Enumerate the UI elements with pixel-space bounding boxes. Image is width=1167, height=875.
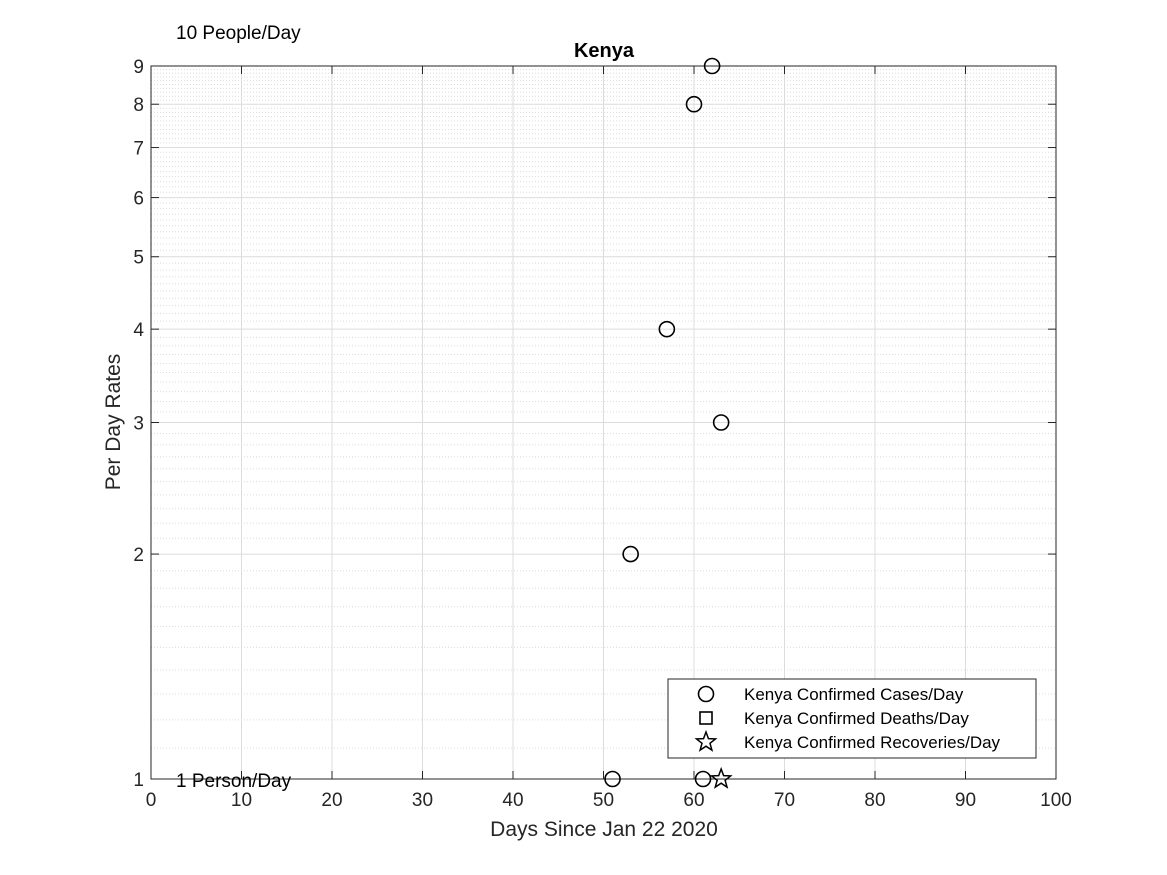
data-point-series-0	[658, 320, 676, 338]
data-point-series-0	[622, 545, 639, 563]
data-point-series-0	[694, 770, 712, 788]
y-tick-label: 6	[133, 189, 144, 210]
x-tick-label: 20	[321, 790, 342, 811]
data-point-series-0	[703, 57, 721, 75]
y-tick-label: 7	[133, 139, 144, 160]
x-tick-label: 10	[231, 790, 252, 811]
legend-label: Kenya Confirmed Cases/Day	[744, 685, 964, 704]
x-tick-label: 30	[412, 790, 433, 811]
x-tick-label: 40	[502, 790, 523, 811]
y-tick-label: 8	[133, 95, 144, 116]
data-point-series-0	[712, 414, 730, 431]
data-point-series-0	[685, 95, 703, 113]
y-tick-label: 5	[133, 248, 144, 269]
y-tick-label: 1	[133, 770, 144, 791]
x-tick-label: 0	[146, 790, 157, 811]
legend: Kenya Confirmed Cases/Day Kenya Confirmed…	[667, 678, 1037, 759]
x-tick-label: 90	[955, 790, 976, 811]
grid	[150, 65, 1057, 780]
y-axis-label: Per Day Rates	[102, 354, 125, 491]
x-tick-label: 60	[683, 790, 704, 811]
legend-box	[667, 678, 1037, 759]
y-tick-label: 2	[133, 545, 144, 566]
data-marks	[604, 57, 733, 789]
chart-title: Kenya	[574, 40, 635, 62]
data-point-series-0	[604, 770, 621, 788]
annotation-top: 10 People/Day	[176, 23, 301, 44]
legend-marker-star	[694, 729, 718, 752]
x-tick-label: 80	[864, 790, 885, 811]
x-tick-label: 50	[593, 790, 614, 811]
x-tick-label: 100	[1040, 790, 1072, 811]
legend-marker-circle	[697, 685, 715, 703]
x-tick-label: 70	[774, 790, 795, 811]
annotation-bottom: 1 Person/Day	[176, 771, 292, 792]
y-tick-label: 3	[133, 414, 144, 435]
y-tick-label: 9	[133, 57, 144, 78]
legend-label: Kenya Confirmed Recoveries/Day	[744, 733, 1001, 752]
data-point-series-2	[709, 766, 733, 789]
legend-marker-square	[699, 711, 713, 725]
y-tick-label: 4	[133, 320, 144, 341]
x-axis-label: Days Since Jan 22 2020	[490, 818, 718, 841]
legend-label: Kenya Confirmed Deaths/Day	[744, 709, 969, 728]
